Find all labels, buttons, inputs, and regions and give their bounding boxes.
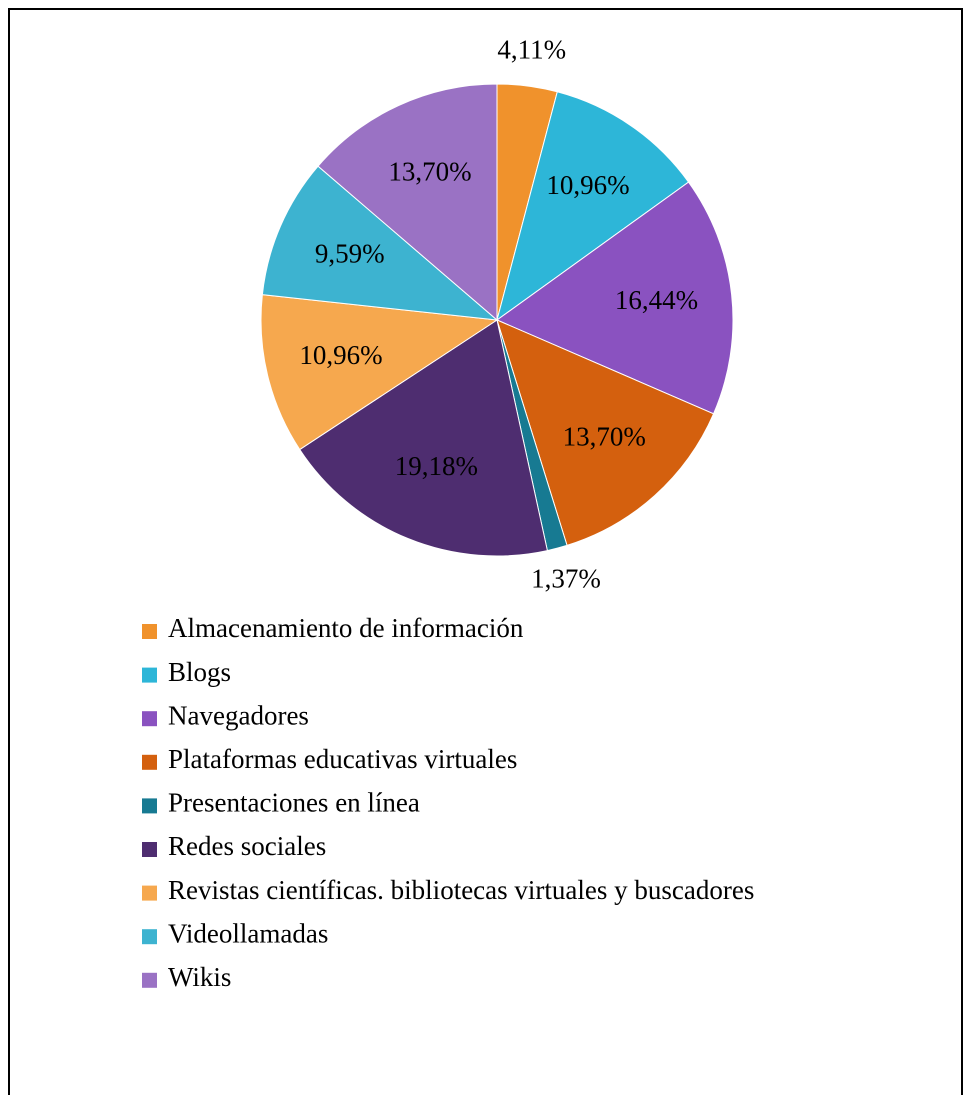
data-label: 4,11% [497, 34, 566, 64]
legend-marker [142, 929, 157, 945]
pie-slice [317, 83, 498, 322]
legend-marker [142, 624, 157, 639]
legend-label: Blogs [168, 657, 231, 687]
data-label: 10,96% [299, 340, 382, 370]
pie-slice [260, 294, 499, 451]
legend-label: Almacenamiento de información [168, 613, 524, 643]
legend-marker [142, 667, 157, 683]
legend-marker [142, 711, 157, 727]
legend-label: Videollamadas [168, 918, 328, 948]
legend-marker [142, 972, 157, 988]
legend-label: Redes sociales [168, 831, 326, 861]
legend-marker [142, 798, 157, 814]
legend-label: Plataformas educativas virtuales [168, 744, 517, 774]
data-label: 13,70% [388, 156, 471, 186]
legend-marker [142, 754, 157, 770]
legend-marker [142, 885, 157, 901]
data-label: 9,59% [315, 238, 385, 268]
legend-label: Navegadores [168, 700, 309, 730]
legend-label: Presentaciones en línea [168, 788, 420, 818]
pie-slice [495, 181, 734, 415]
legend-label: Wikis [168, 962, 231, 992]
pie-slice [261, 165, 499, 321]
pie-slice [496, 91, 690, 322]
data-label: 13,70% [563, 422, 646, 452]
pie-slice [496, 319, 715, 546]
data-label: 16,44% [615, 285, 698, 315]
legend-marker [142, 842, 157, 857]
legend-label: Revistas científicas. bibliotecas virtua… [168, 875, 754, 905]
data-label: 19,18% [395, 451, 478, 481]
data-label: 10,96% [546, 170, 629, 200]
pie-slice [299, 319, 548, 557]
data-label: 1,37% [531, 563, 601, 593]
